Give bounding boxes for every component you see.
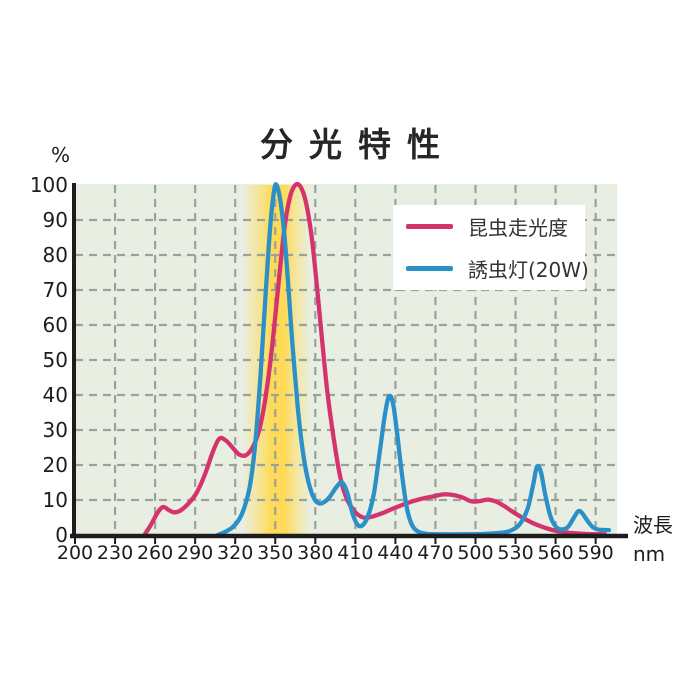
x-axis-unit-line2: nm <box>633 542 666 566</box>
y-tick-label-60: 60 <box>42 313 68 337</box>
y-tick-label-40: 40 <box>42 383 68 407</box>
x-tick-label-470: 470 <box>417 542 454 564</box>
x-tick-label-290: 290 <box>177 542 214 564</box>
legend-item-attracting-lamp: 誘虫灯(20W) <box>393 254 589 283</box>
data-curves <box>142 181 612 538</box>
y-tick-label-90: 90 <box>42 208 68 232</box>
y-tick-label-0: 0 <box>55 523 68 547</box>
x-tick-label-500: 500 <box>457 542 494 564</box>
x-axis-unit-line1: 波長 <box>633 513 673 537</box>
x-tick-label-260: 260 <box>136 542 174 564</box>
legend: 昆虫走光度 誘虫灯(20W) <box>393 205 589 290</box>
x-tick-label-380: 380 <box>297 542 334 564</box>
y-tick-label-20: 20 <box>42 453 68 477</box>
legend-label: 誘虫灯(20W) <box>468 258 589 282</box>
y-tick-label-70: 70 <box>42 278 68 302</box>
legend-swatch-pink-line <box>406 224 453 229</box>
y-tick-label-50: 50 <box>42 348 68 372</box>
curve-insect-phototaxis <box>142 181 608 538</box>
x-tick-label-200: 200 <box>56 542 94 564</box>
x-axis-unit-label: 波長 nm <box>633 511 673 569</box>
y-tick-label-30: 30 <box>42 418 68 442</box>
x-tick-label-440: 440 <box>377 542 414 564</box>
axes <box>70 183 628 544</box>
legend-swatch-blue-line <box>406 266 453 271</box>
x-tick-label-590: 590 <box>577 542 614 564</box>
y-tick-label-10: 10 <box>42 488 68 512</box>
y-tick-label-100: 100 <box>29 173 68 197</box>
x-tick-label-230: 230 <box>96 542 134 564</box>
chart-title: 分光特性 <box>260 125 456 164</box>
x-tick-label-410: 410 <box>337 542 374 564</box>
y-tick-label-80: 80 <box>42 243 68 267</box>
x-tick-label-350: 350 <box>257 542 294 564</box>
x-tick-label-560: 560 <box>537 542 574 564</box>
x-tick-label-320: 320 <box>217 542 254 564</box>
legend-item-insect-phototaxis: 昆虫走光度 <box>393 212 585 241</box>
curve-attracting-lamp <box>215 182 612 538</box>
y-axis-unit-label: % <box>50 143 70 167</box>
x-tick-label-530: 530 <box>497 542 534 564</box>
legend-label: 昆虫走光度 <box>468 216 568 240</box>
